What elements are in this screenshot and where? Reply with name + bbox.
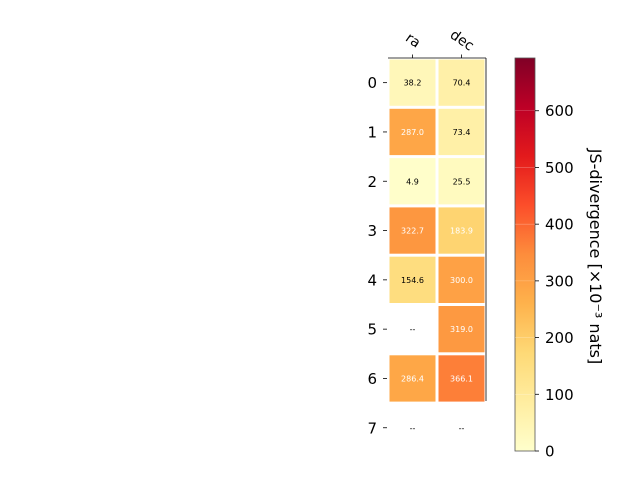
cell-value-label: 319.0: [450, 325, 473, 334]
heatmap-cell: [389, 158, 436, 205]
cell-value-label: 322.7: [401, 227, 424, 236]
row-label-4: 4: [367, 271, 377, 289]
column-label-ra: ra: [402, 30, 423, 51]
cell-value-label: --: [410, 325, 416, 334]
heatmap-cell: [389, 355, 436, 402]
colorbar-tick-label: 600: [545, 102, 574, 120]
heatmap-cell: [438, 108, 485, 156]
colorbar-tick-label: 500: [545, 159, 574, 177]
cell-value-label: 300.0: [450, 276, 473, 285]
cell-value-label: --: [410, 424, 416, 433]
cell-value-label: 286.4: [401, 374, 424, 383]
row-label-0: 0: [367, 74, 377, 92]
colorbar-tick-label: 100: [545, 386, 574, 404]
colorbar: 0 100 200 300 400 500 600 JS-divergence [×10⁻³ …: [514, 57, 605, 461]
colorbar-tick-label: 0: [545, 443, 555, 461]
heatmap-cell: [438, 355, 485, 402]
row-label-3: 3: [367, 222, 377, 240]
column-label-dec: dec: [447, 27, 477, 55]
colorbar-tick-label: 300: [545, 272, 574, 290]
cell-value-label: 366.1: [450, 374, 473, 383]
heatmap-cell: [389, 59, 436, 106]
cell-value-label: 287.0: [401, 128, 424, 137]
row-label-2: 2: [367, 173, 377, 191]
row-label-1: 1: [367, 123, 377, 141]
colorbar-tick-label: 200: [545, 329, 574, 347]
heatmap-cell: [389, 207, 436, 254]
heatmap-cell: [389, 108, 436, 156]
heatmap-cell: [438, 158, 485, 205]
cell-value-label: 70.4: [453, 79, 471, 88]
heatmap-cell: [438, 207, 485, 254]
heatmap-cell: [438, 256, 485, 303]
colorbar-tick-label: 400: [545, 216, 574, 234]
cell-value-label: 38.2: [404, 79, 422, 88]
row-label-7: 7: [367, 419, 377, 437]
cell-value-label: 25.5: [453, 177, 471, 186]
cell-value-label: 183.9: [450, 227, 473, 236]
colorbar-label: JS-divergence [×10⁻³ nats]: [586, 148, 605, 364]
heatmap-cell: [438, 59, 485, 106]
cell-value-label: 154.6: [401, 276, 424, 285]
cell-value-label: 4.9: [406, 177, 419, 186]
colorbar-gradient: [514, 57, 536, 452]
row-label-5: 5: [367, 321, 377, 339]
row-label-6: 6: [367, 370, 377, 388]
heatmap-cell: [389, 256, 436, 303]
heatmap-cell: [438, 306, 485, 353]
cell-value-label: --: [459, 424, 465, 433]
cell-value-label: 73.4: [453, 128, 471, 137]
heatmap-grid: ra dec 0 1 2 3 4 5 6 7 38.2 70.4 287.0 73.4 4.9 25.5 322…: [367, 27, 487, 437]
